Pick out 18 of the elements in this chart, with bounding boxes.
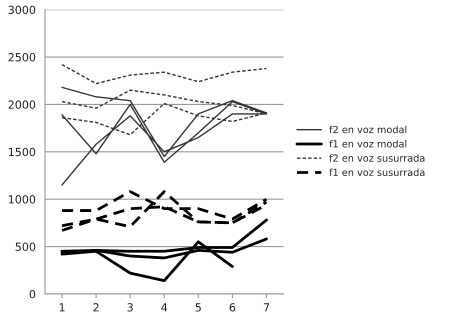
y-tick-label: 1000: [8, 195, 36, 204]
x-tick-label: 5: [196, 303, 201, 312]
y-tick-label: 2500: [8, 53, 36, 62]
x-tick-label: 3: [127, 303, 133, 312]
x-tick-label: 6: [230, 303, 236, 312]
x-tick-label: 1: [60, 303, 65, 312]
y-tick-label: 3000: [8, 6, 36, 14]
legend-label: f2 en voz modal: [329, 126, 406, 134]
legend-label: f2 en voz susurrada: [329, 154, 424, 162]
y-tick-label: 500: [16, 242, 36, 251]
legend-label: f1 en voz susurrada: [329, 168, 424, 176]
x-tick-label: 2: [93, 303, 99, 312]
legend-label: f1 en voz modal: [329, 140, 406, 148]
y-tick-label: 0: [30, 290, 36, 298]
x-tick-label: 7: [264, 303, 270, 312]
y-tick-label: 1500: [8, 148, 36, 156]
y-tick-label: 2000: [8, 100, 36, 109]
x-tick-label: 4: [161, 303, 168, 312]
